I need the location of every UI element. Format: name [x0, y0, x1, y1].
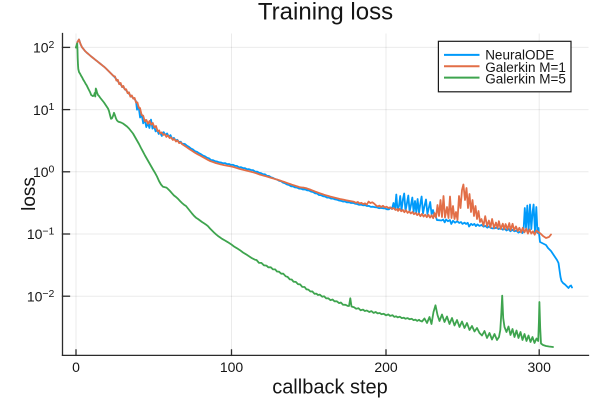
svg-text:300: 300	[528, 359, 552, 375]
svg-text:10−1: 10−1	[27, 226, 55, 243]
svg-text:101: 101	[33, 101, 55, 118]
svg-text:NeuralODE: NeuralODE	[485, 48, 554, 63]
svg-text:loss: loss	[19, 177, 40, 211]
svg-text:Training loss: Training loss	[258, 0, 393, 25]
svg-text:Galerkin M=5: Galerkin M=5	[485, 71, 566, 86]
svg-text:Galerkin M=1: Galerkin M=1	[485, 60, 566, 75]
svg-text:102: 102	[33, 39, 55, 56]
svg-text:10−2: 10−2	[27, 288, 55, 305]
svg-text:100: 100	[220, 359, 244, 375]
svg-text:200: 200	[374, 359, 398, 375]
svg-text:0: 0	[72, 359, 80, 375]
svg-text:callback step: callback step	[272, 376, 388, 398]
svg-text:100: 100	[33, 163, 55, 180]
